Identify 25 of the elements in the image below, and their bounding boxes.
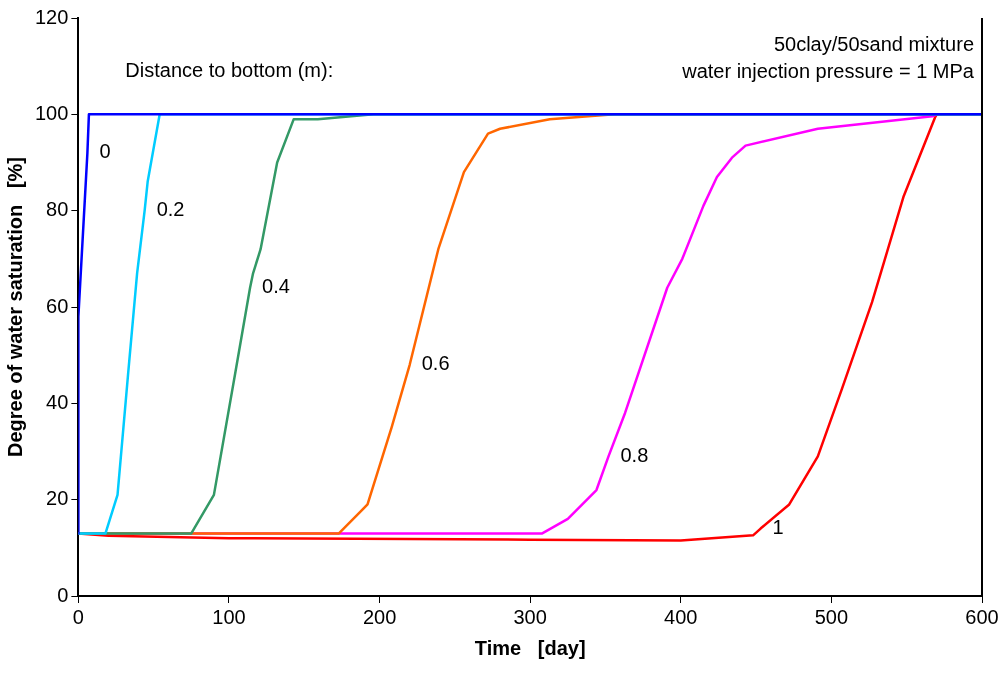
y-tick-label: 100: [34, 101, 69, 124]
x-tick-label: 600: [965, 605, 999, 628]
x-tick-label: 400: [664, 605, 698, 628]
x-axis-title: Time [day]: [474, 636, 586, 659]
annotation: water injection pressure = 1 MPa: [681, 59, 975, 82]
y-tick-label: 120: [34, 5, 69, 28]
y-axis-title: Degree of water saturation [%]: [3, 156, 26, 458]
annotation: 0.4: [262, 275, 290, 298]
annotation: 50clay/50sand mixture: [773, 32, 974, 55]
y-tick-label: 0: [57, 583, 69, 606]
y-tick-label: 80: [46, 198, 69, 221]
annotation: 0.2: [156, 198, 185, 221]
annotation: 0.6: [421, 352, 450, 375]
annotation: 0.8: [620, 443, 649, 466]
x-tick-label: 200: [362, 605, 397, 628]
y-tick-label: 60: [46, 294, 69, 317]
y-tick-label: 20: [46, 487, 69, 510]
x-tick-label: 300: [513, 605, 547, 628]
x-tick-label: 500: [814, 605, 849, 628]
x-tick-label: 100: [212, 605, 246, 628]
y-tick-label: 40: [46, 390, 69, 413]
annotation: 0: [99, 140, 111, 163]
annotation: Distance to bottom (m):: [125, 58, 334, 81]
annotation: 1: [772, 516, 784, 539]
x-tick-label: 0: [72, 605, 84, 628]
